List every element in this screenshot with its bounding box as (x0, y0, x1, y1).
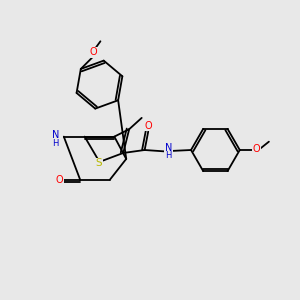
Text: H: H (165, 152, 172, 160)
Text: O: O (252, 144, 260, 154)
Text: N: N (165, 143, 172, 153)
Text: O: O (89, 47, 97, 57)
Text: O: O (145, 121, 153, 130)
Text: N: N (52, 130, 59, 140)
Text: S: S (96, 158, 102, 168)
Text: O: O (56, 175, 63, 185)
Text: H: H (52, 139, 59, 148)
